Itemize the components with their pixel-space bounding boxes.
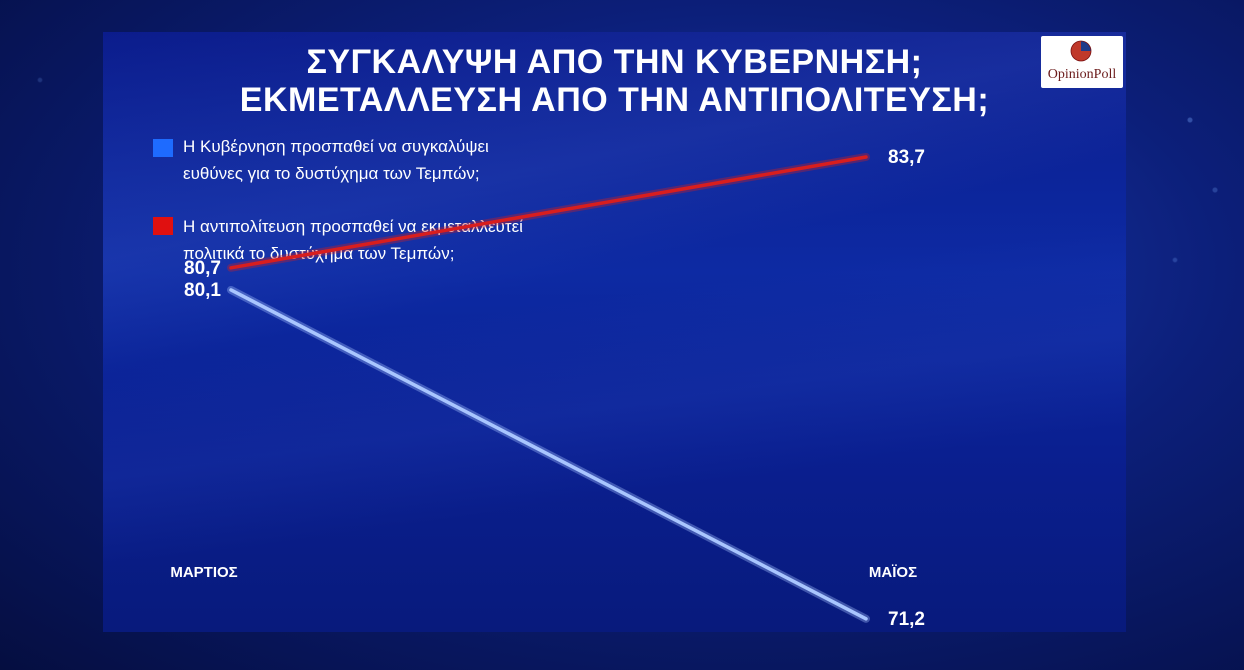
data-label-s0-p1: 71,2 (888, 609, 925, 630)
x-tick-label-0: ΜΑΡΤΙΟΣ (170, 564, 237, 581)
line-chart: 80,1 71,2 80,7 83,7 ΜΑΡΤΙΟΣ ΜΑΪΟΣ (170, 147, 925, 630)
chart-title-line-1: ΣΥΓΚΑΛΥΨΗ ΑΠΟ ΤΗΝ ΚΥΒΕΡΝΗΣΗ; (306, 43, 923, 81)
series-line-0 (229, 288, 868, 621)
chart-title-line-2: ΕΚΜΕΤΑΛΛΕΥΣΗ ΑΠΟ ΤΗΝ ΑΝΤΙΠΟΛΙΤΕΥΣΗ; (239, 81, 990, 119)
chart-panel: ΣΥΓΚΑΛΥΨΗ ΑΠΟ ΤΗΝ ΚΥΒΕΡΝΗΣΗ; ΕΚΜΕΤΑΛΛΕΥΣ… (103, 32, 1126, 632)
opinionpoll-logo-icon (1070, 40, 1092, 62)
series-line-1 (229, 155, 868, 270)
legend-label-government-line-1: Η Κυβέρνηση προσπαθεί να συγκαλύψει (183, 137, 489, 156)
data-label-s1-p0: 80,7 (184, 258, 221, 279)
opinionpoll-logo-text: OpinionPoll (1047, 67, 1117, 82)
x-tick-label-1: ΜΑΪΟΣ (869, 564, 917, 581)
legend-label-government-line-2: ευθύνες για το δυστύχημα των Τεμπών; (183, 164, 480, 183)
legend-swatch-government (153, 139, 173, 157)
legend-swatch-opposition (153, 217, 173, 235)
opinionpoll-logo: OpinionPoll (1041, 36, 1123, 88)
data-label-s1-p1: 83,7 (888, 147, 925, 168)
data-label-s0-p0: 80,1 (184, 280, 221, 301)
